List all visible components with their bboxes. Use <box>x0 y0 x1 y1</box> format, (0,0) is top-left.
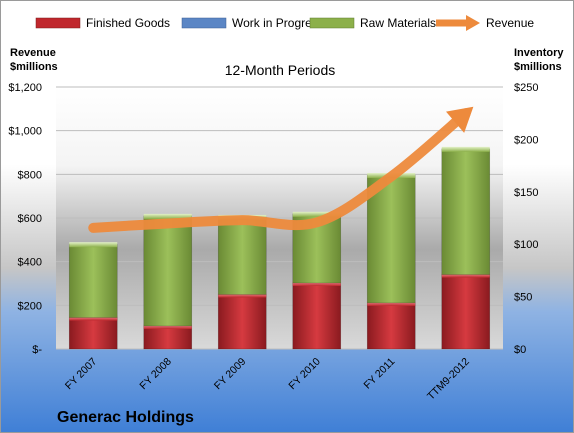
bar-raw-materials <box>441 148 491 275</box>
legend-label-revenue: Revenue <box>486 16 534 30</box>
company-name: Generac Holdings <box>57 409 194 426</box>
left-tick-label: $- <box>32 344 42 356</box>
bar-raw-materials <box>366 174 416 304</box>
bar-cap-finished-goods <box>367 300 416 306</box>
bar-cap-finished-goods <box>69 315 118 321</box>
bar-finished-goods <box>68 317 118 350</box>
bar-finished-goods <box>366 302 416 350</box>
bar-finished-goods <box>217 294 267 350</box>
left-axis-ticks: $- $200 $400 $600 $800 $1,000 $1,200 <box>8 82 42 356</box>
bar-cap-finished-goods <box>143 323 192 329</box>
right-axis-ticks: $0 $50 $100 $150 $200 $250 <box>514 82 538 356</box>
bar-raw-materials <box>143 215 193 327</box>
left-tick-label: $600 <box>18 213 42 225</box>
revenue-arrowhead <box>446 106 474 133</box>
bar-cap-finished-goods <box>292 280 341 286</box>
left-tick-label: $1,000 <box>8 126 42 138</box>
revenue-line <box>88 108 471 233</box>
right-tick-label: $100 <box>514 239 538 251</box>
legend-label-raw-materials: Raw Materials <box>360 16 436 30</box>
bar-cap-raw-materials <box>69 242 118 248</box>
bar-cap-raw-materials <box>441 146 490 152</box>
bar-cap-raw-materials <box>292 211 341 217</box>
legend-label-finished-goods: Finished Goods <box>86 16 170 30</box>
right-axis-title-line2: $millions <box>514 61 562 73</box>
bar-cap-raw-materials <box>143 213 192 219</box>
bar-cap-finished-goods <box>218 292 267 298</box>
bar-raw-materials <box>68 243 118 318</box>
legend-arrowhead-revenue <box>466 15 480 31</box>
left-tick-label: $800 <box>18 169 42 181</box>
gridlines <box>56 86 503 350</box>
legend-swatch-work-in-progress <box>181 17 227 29</box>
left-tick-label: $200 <box>18 300 42 312</box>
bar-cap-finished-goods <box>441 272 490 278</box>
legend-item-work-in-progress: Work in Progress <box>181 16 324 30</box>
left-axis-title-line1: Revenue <box>10 47 56 59</box>
right-tick-label: $200 <box>514 134 538 146</box>
legend-item-raw-materials: Raw Materials <box>309 16 436 30</box>
right-tick-label: $50 <box>514 292 532 304</box>
bar-raw-materials <box>217 216 267 295</box>
right-tick-label: $250 <box>514 82 538 94</box>
legend-swatch-finished-goods <box>35 17 81 29</box>
legend-swatch-raw-materials <box>309 17 355 29</box>
chart-subtitle: 12-Month Periods <box>225 62 336 78</box>
revenue-line-layer <box>88 106 474 233</box>
right-tick-label: $150 <box>514 187 538 199</box>
legend-item-revenue: Revenue <box>436 15 534 31</box>
bar-finished-goods <box>441 274 491 350</box>
legend-label-work-in-progress: Work in Progress <box>232 16 324 30</box>
bar-finished-goods <box>143 325 193 350</box>
left-tick-label: $1,200 <box>8 82 42 94</box>
bar-finished-goods <box>292 282 342 350</box>
left-tick-label: $400 <box>18 257 42 269</box>
bar-series <box>68 146 491 350</box>
right-axis-title-line1: Inventory <box>514 47 564 59</box>
left-axis-title-line2: $millions <box>10 61 58 73</box>
right-tick-label: $0 <box>514 344 526 356</box>
legend: Finished Goods Work in Progress Raw Mate… <box>35 15 534 31</box>
legend-item-finished-goods: Finished Goods <box>35 16 170 30</box>
